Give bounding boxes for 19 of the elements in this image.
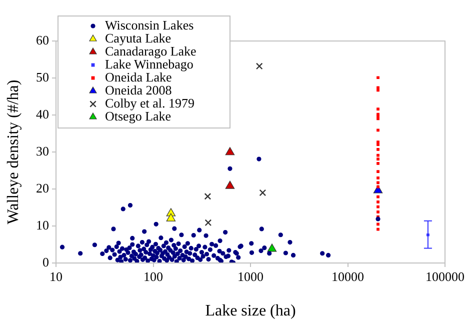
y-tick-label: 40 [36,106,49,122]
legend-label: Oneida Lake [105,69,172,84]
y-tick-label: 10 [36,217,49,232]
x-tick-label: 1000 [238,269,264,284]
y-tick-label: 50 [36,69,49,84]
y-tick-label: 30 [36,143,49,158]
x-tick-label: 100 [144,269,163,284]
x-axis-title: Lake size (ha) [205,302,296,320]
legend-label: Colby et al. 1979 [105,95,195,110]
x-tick-label: 10000 [332,269,364,284]
x-tick-label: 100000 [426,269,464,284]
y-tick-label: 0 [42,254,49,270]
x-tick-label: 10 [50,269,62,284]
legend-label: Cayuta Lake [105,30,172,46]
y-tick-label: 60 [36,32,49,48]
legend-label: Wisconsin Lakes [105,17,194,32]
y-axis-title: Walleye density (#/ha) [4,80,22,224]
y-tick-label: 20 [36,180,49,196]
legend-label: Oneida 2008 [105,82,172,98]
